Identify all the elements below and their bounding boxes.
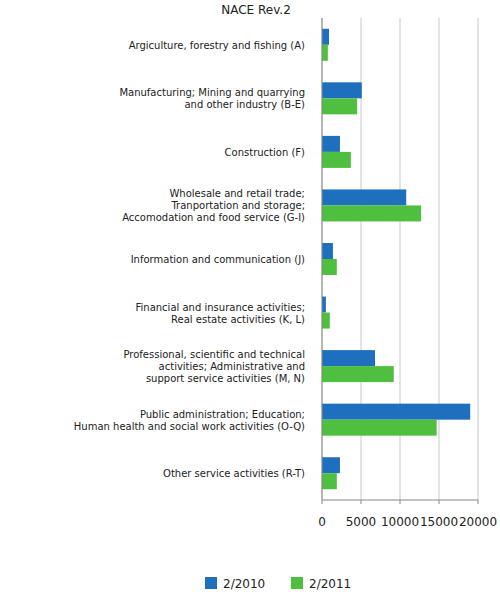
category-label: Professional, scientific and technicalac… xyxy=(123,349,305,384)
legend-label: 2/2011 xyxy=(309,577,351,591)
bar xyxy=(322,420,437,436)
category-label: Manufacturing; Mining and quarryingand o… xyxy=(119,87,305,110)
tick-mark xyxy=(478,500,479,504)
bar xyxy=(322,366,394,382)
bars xyxy=(322,29,470,489)
bar xyxy=(322,473,337,489)
grid-line xyxy=(478,18,479,500)
category-label: Wholesale and retail trade;Tranportation… xyxy=(122,188,305,223)
axis-title: NACE Rev.2 xyxy=(221,3,291,17)
grid-line xyxy=(439,18,440,500)
tick-label: 0 xyxy=(318,515,326,529)
chart: NACE Rev.2 0 5000 100001500020000 Argicultur… xyxy=(0,0,500,600)
bar xyxy=(322,136,340,152)
bar xyxy=(322,189,406,205)
tick-label: 10000 xyxy=(381,515,419,529)
category-label: Financial and insurance activities;Real … xyxy=(136,302,306,325)
category-label: Other service activities (R-T) xyxy=(163,468,305,479)
tick-label: 5000 xyxy=(346,515,377,529)
tick-mark xyxy=(400,500,401,504)
category-label: Construction (F) xyxy=(225,147,306,158)
bar xyxy=(322,404,470,420)
bar xyxy=(322,29,329,45)
bar xyxy=(322,45,328,61)
tick-mark xyxy=(361,500,362,504)
bar xyxy=(322,259,337,275)
category-label: Argiculture, forestry and fishing (A) xyxy=(129,40,305,51)
legend-swatch xyxy=(205,577,217,589)
axis-line xyxy=(322,18,323,500)
category-label: Information and communication (J) xyxy=(131,254,305,265)
grid-line xyxy=(322,18,323,500)
legend-swatch xyxy=(291,577,303,589)
bar xyxy=(322,98,357,114)
category-label: Public administration; Education;Human h… xyxy=(74,409,305,432)
tick-label: 20000 xyxy=(459,515,497,529)
bar xyxy=(322,297,326,313)
bar xyxy=(322,350,375,366)
tick-label: 15000 xyxy=(420,515,458,529)
tick-mark xyxy=(322,500,323,504)
bar xyxy=(322,457,340,473)
bar xyxy=(322,243,333,259)
bar xyxy=(322,152,351,168)
bar xyxy=(322,313,330,329)
bar xyxy=(322,205,421,221)
tick-mark xyxy=(439,500,440,504)
bar xyxy=(322,82,362,98)
legend-label: 2/2010 xyxy=(223,577,265,591)
